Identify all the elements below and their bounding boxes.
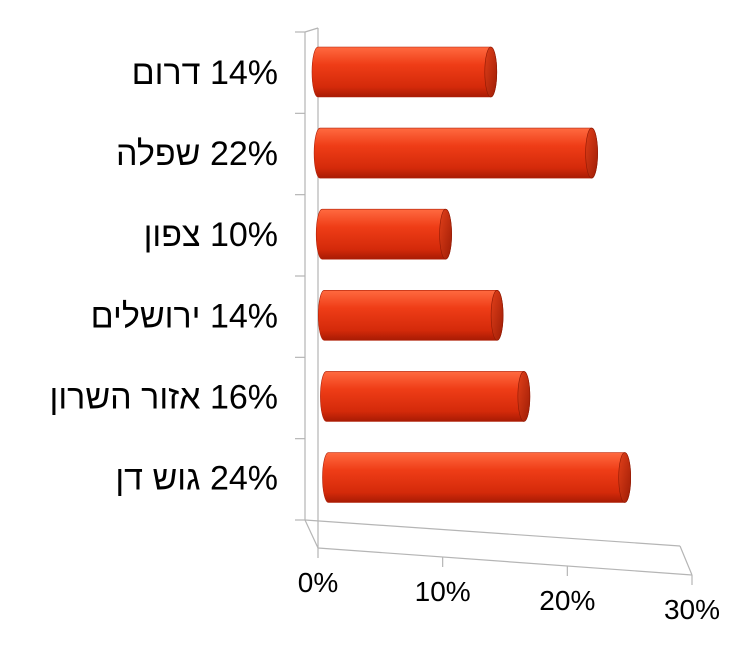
bar-cap-4	[517, 371, 531, 422]
bar-body-0	[311, 46, 498, 98]
bar-cap-0	[484, 46, 498, 98]
category-label-0: 14% דרום	[132, 54, 278, 92]
category-label-4: 16% אזור השרון	[50, 378, 278, 416]
category-labels: 14% דרום 22% שפלה 10% צפון 14% ירושלים 1…	[50, 54, 278, 498]
bar-body-2	[315, 208, 452, 260]
bar-2	[315, 208, 452, 260]
bar-3	[318, 289, 504, 341]
bar-4	[320, 371, 531, 422]
bar-body-5	[322, 452, 631, 503]
bar-body-4	[320, 371, 531, 422]
category-label-2: 10% צפון	[144, 216, 278, 254]
floor-right-edge	[679, 545, 693, 576]
x-tick-label-0: 0%	[298, 567, 338, 598]
plot-frame	[295, 27, 693, 585]
bar-cap-3	[490, 289, 504, 341]
bars	[311, 46, 632, 503]
category-label-1: 22% שפלה	[116, 135, 278, 173]
category-label-5: 24% גוש דן	[115, 460, 278, 498]
x-tick-label-3: 30%	[664, 594, 720, 625]
x-tick-label-2: 20%	[539, 585, 595, 616]
bar-5	[322, 452, 632, 503]
bar-body-3	[318, 290, 504, 341]
x-tick-labels: 0% 10% 20% 30%	[298, 567, 720, 625]
wall-top-edge	[304, 27, 319, 33]
category-label-3: 14% ירושלים	[91, 297, 278, 335]
bar-body-1	[313, 127, 598, 179]
bar-1	[313, 127, 598, 179]
floor-back-edge	[304, 519, 681, 547]
bar-cap-2	[439, 208, 452, 260]
x-axis-line	[317, 547, 693, 576]
floor-left-edge	[304, 519, 319, 549]
x-tick-label-1: 10%	[415, 576, 471, 607]
bar-cap-5	[618, 452, 632, 503]
bar-cap-1	[585, 127, 598, 179]
bar-0	[311, 46, 498, 98]
